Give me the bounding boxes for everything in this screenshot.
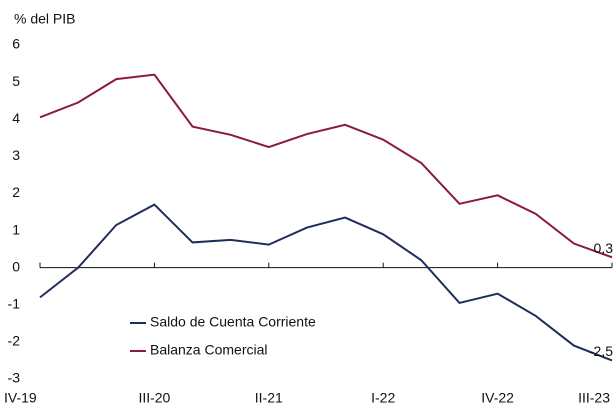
series-line (39, 73, 613, 259)
y-tick-label: -3 (8, 370, 21, 386)
x-tick-label: IV-22 (481, 390, 514, 406)
y-tick-label: 1 (12, 221, 20, 237)
y-tick-label: 4 (12, 110, 20, 126)
x-tick-label: III-23 (578, 390, 610, 406)
value-label: -2,5 (589, 343, 613, 359)
y-tick-label: -1 (8, 295, 21, 311)
y-tick-label: 5 (12, 73, 20, 89)
y-tick-label: 6 (12, 36, 20, 52)
series-line (39, 203, 613, 362)
x-tick-label: I-22 (371, 390, 395, 406)
value-label: 0,3 (594, 240, 614, 256)
y-tick-label: 3 (12, 147, 20, 163)
y-tick-label: 0 (12, 258, 20, 274)
y-tick-label: -2 (8, 333, 21, 349)
x-tick-label: II-21 (255, 390, 283, 406)
x-tick-label: IV-19 (4, 390, 37, 406)
y-tick-label: 2 (12, 184, 20, 200)
legend-label: Balanza Comercial (150, 342, 268, 358)
x-tick-label: III-20 (138, 390, 170, 406)
legend-label: Saldo de Cuenta Corriente (150, 314, 316, 330)
y-axis-label: % del PIB (14, 11, 75, 27)
